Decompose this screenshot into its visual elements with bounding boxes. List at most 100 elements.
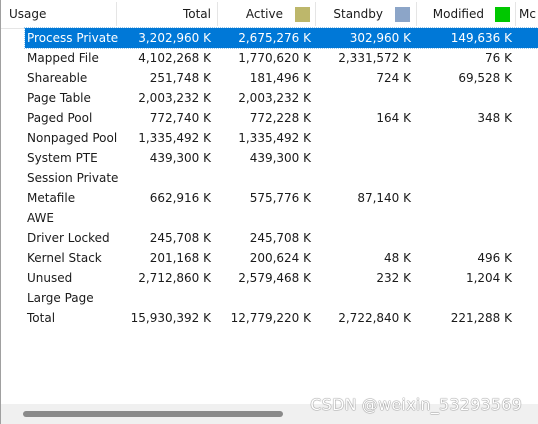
column-header-active[interactable]: Active: [245, 7, 283, 21]
column-header-bar: Usage Total Active Standby Modified Mc: [1, 0, 538, 29]
cell-usage: Paged Pool: [27, 111, 93, 125]
column-divider[interactable]: [315, 2, 316, 26]
cell-standby: [317, 148, 411, 168]
cell-active: 12,779,220 K: [230, 311, 311, 325]
cell-usage: Mapped File: [27, 51, 99, 65]
table-row[interactable]: Large Page: [1, 288, 538, 308]
cell-standby: 2,331,572 K: [338, 51, 411, 65]
cell-active: 772,228 K: [249, 111, 311, 125]
cell-modified: [419, 228, 512, 248]
cell-modified: [419, 188, 512, 208]
table-row[interactable]: Driver Locked 245,708 K 245,708 K: [1, 228, 538, 248]
cell-standby: [317, 288, 411, 308]
cell-usage: Unused: [27, 271, 73, 285]
table-row[interactable]: Paged Pool 772,740 K 772,228 K 164 K 348 K: [1, 108, 538, 128]
column-header-standby[interactable]: Standby: [333, 7, 383, 21]
cell-total: [117, 288, 211, 308]
cell-usage: AWE: [27, 211, 54, 225]
table-row[interactable]: AWE: [1, 208, 538, 228]
cell-modified: 1,204 K: [465, 271, 512, 285]
column-divider[interactable]: [217, 2, 218, 26]
column-header-total[interactable]: Total: [182, 7, 211, 21]
horizontal-scrollbar[interactable]: [1, 404, 538, 424]
cell-total: 662,916 K: [149, 191, 211, 205]
cell-usage: Total: [27, 311, 56, 325]
cell-usage: Session Private: [27, 171, 119, 185]
cell-total: 2,712,860 K: [138, 271, 211, 285]
cell-active: 2,003,232 K: [238, 91, 311, 105]
cell-total: 772,740 K: [149, 111, 211, 125]
cell-modified: [419, 148, 512, 168]
cell-total: 15,930,392 K: [130, 311, 211, 325]
cell-standby: 232 K: [376, 271, 411, 285]
cell-standby: 2,722,840 K: [338, 311, 411, 325]
cell-usage: Large Page: [27, 291, 94, 305]
cell-active: 1,335,492 K: [238, 131, 311, 145]
cell-modified: 76 K: [485, 51, 512, 65]
cell-active: 2,579,468 K: [238, 271, 311, 285]
table-row[interactable]: Kernel Stack 201,168 K 200,624 K 48 K 496 K: [1, 248, 538, 268]
table-row[interactable]: Shareable 251,748 K 181,496 K 724 K 69,528 K: [1, 68, 538, 88]
cell-standby: 48 K: [384, 251, 411, 265]
table-row[interactable]: Process Private 3,202,960 K 2,675,276 K 302…: [1, 27, 538, 49]
cell-modified: [419, 288, 512, 308]
cell-standby: 724 K: [376, 71, 411, 85]
cell-total: [117, 168, 211, 188]
cell-standby: [317, 168, 411, 188]
row-selection-highlight: [24, 27, 538, 49]
cell-active: 575,776 K: [249, 191, 311, 205]
cell-standby: [317, 228, 411, 248]
cell-modified: [419, 88, 512, 108]
cell-modified: [419, 208, 512, 228]
cell-standby: 87,140 K: [357, 191, 411, 205]
cell-usage: Metafile: [27, 191, 76, 205]
cell-active: 181,496 K: [249, 71, 311, 85]
cell-active: [219, 208, 311, 228]
cell-standby: 302,960 K: [349, 31, 411, 45]
modified-color-swatch: [495, 7, 510, 22]
cell-modified: 69,528 K: [458, 71, 512, 85]
column-header-modified[interactable]: Modified: [432, 7, 484, 21]
table-row[interactable]: System PTE 439,300 K 439,300 K: [1, 148, 538, 168]
cell-total: 4,102,268 K: [138, 51, 211, 65]
table-row[interactable]: Page Table 2,003,232 K 2,003,232 K: [1, 88, 538, 108]
active-color-swatch: [295, 7, 310, 22]
cell-total: [117, 208, 211, 228]
cell-total: 1,335,492 K: [138, 131, 211, 145]
cell-standby: 164 K: [376, 111, 411, 125]
cell-active: 1,770,620 K: [238, 51, 311, 65]
watermark: CSDN @weixin_53293569: [310, 395, 522, 414]
table-row[interactable]: Metafile 662,916 K 575,776 K 87,140 K: [1, 188, 538, 208]
column-divider[interactable]: [416, 2, 417, 26]
cell-active: 200,624 K: [249, 251, 311, 265]
column-header-usage[interactable]: Usage: [9, 7, 47, 21]
cell-usage: System PTE: [27, 151, 98, 165]
column-divider[interactable]: [515, 2, 516, 26]
table-row[interactable]: Total 15,930,392 K 12,779,220 K 2,722,840 K…: [1, 308, 538, 328]
table-row[interactable]: Unused 2,712,860 K 2,579,468 K 232 K 1,204 K: [1, 268, 538, 288]
cell-active: [219, 168, 311, 188]
cell-usage: Nonpaged Pool: [27, 131, 118, 145]
cell-modified: 221,288 K: [450, 311, 512, 325]
cell-total: 439,300 K: [149, 151, 211, 165]
cell-usage: Shareable: [27, 71, 88, 85]
cell-total: 251,748 K: [149, 71, 211, 85]
cell-usage: Page Table: [27, 91, 91, 105]
table-row[interactable]: Mapped File 4,102,268 K 1,770,620 K 2,331,5…: [1, 48, 538, 68]
table-row[interactable]: Nonpaged Pool 1,335,492 K 1,335,492 K: [1, 128, 538, 148]
cell-standby: [317, 128, 411, 148]
cell-modified: [419, 128, 512, 148]
scrollbar-thumb[interactable]: [23, 411, 283, 417]
cell-modified: 149,636 K: [450, 31, 512, 45]
cell-modified: [419, 168, 512, 188]
cell-total: 3,202,960 K: [138, 31, 211, 45]
cell-usage: Driver Locked: [27, 231, 110, 245]
table-row[interactable]: Session Private: [1, 168, 538, 188]
cell-active: 439,300 K: [249, 151, 311, 165]
cell-usage: Process Private: [27, 31, 119, 45]
cell-modified: 348 K: [477, 111, 512, 125]
cell-total: 201,168 K: [149, 251, 211, 265]
column-header-mc[interactable]: Mc: [519, 7, 536, 21]
column-divider[interactable]: [116, 2, 117, 26]
